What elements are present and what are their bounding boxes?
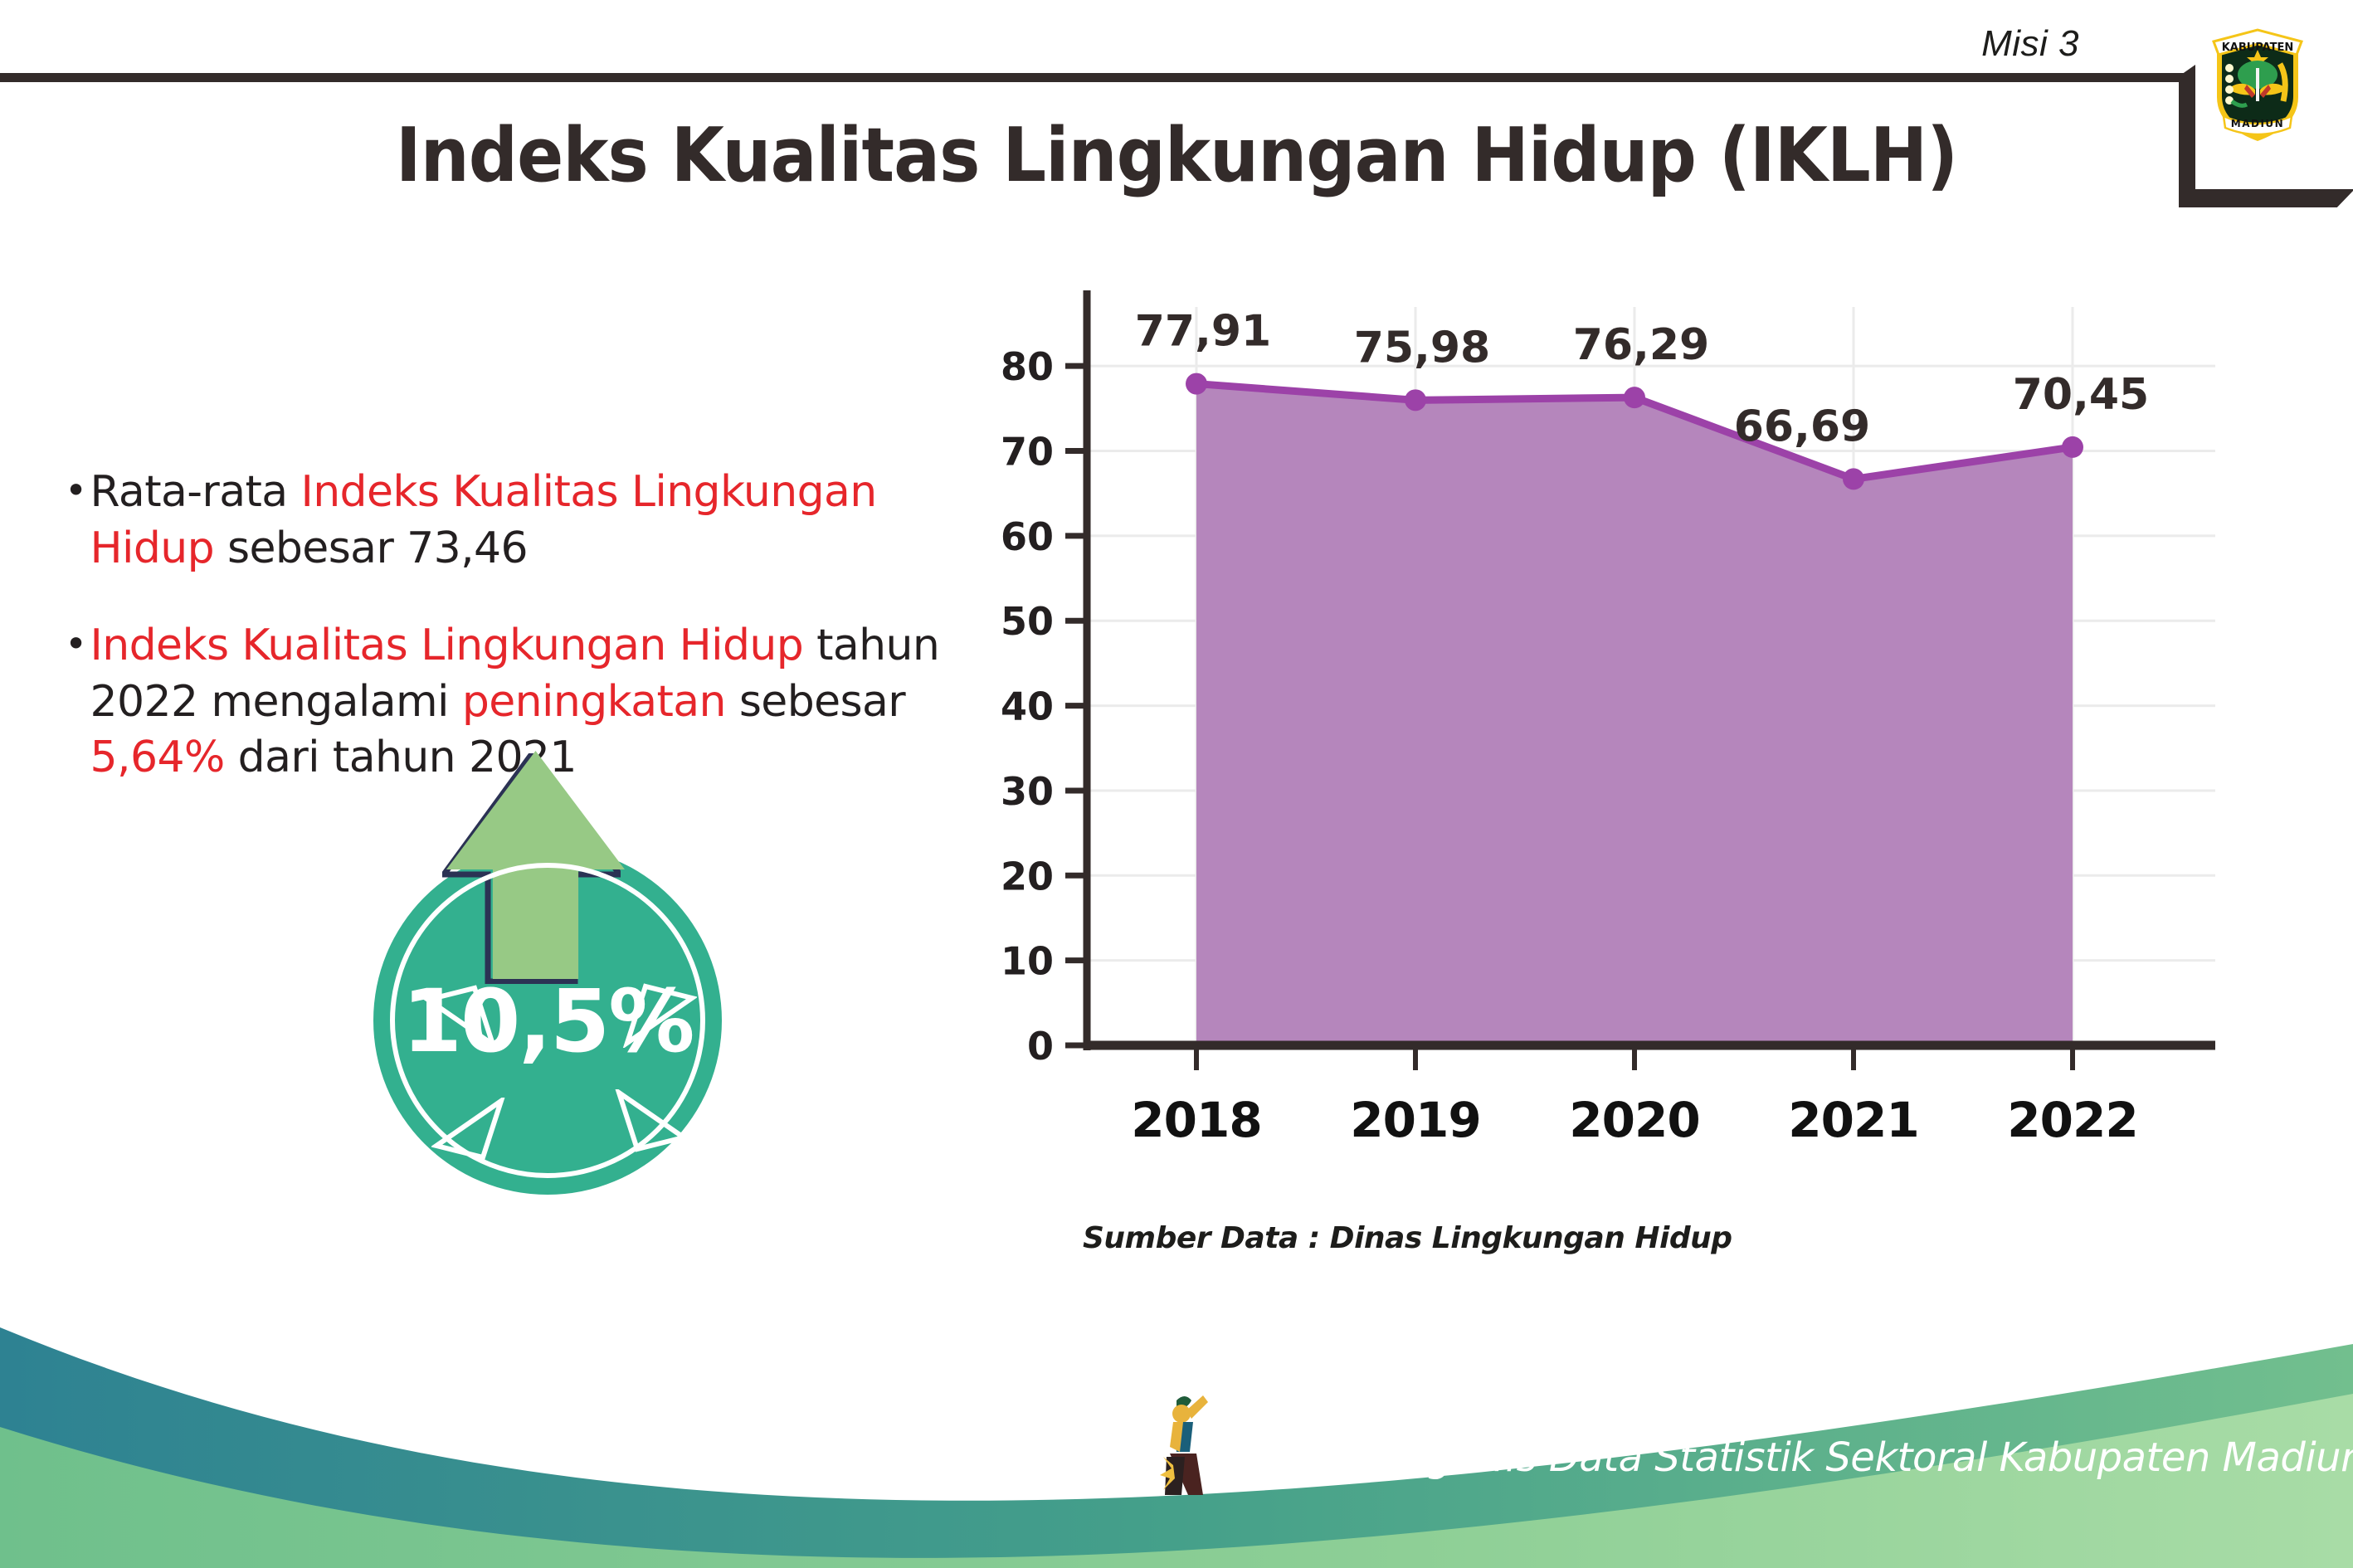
chart-data-markers xyxy=(1186,373,2083,490)
y-axis-tick-label: 40 xyxy=(1001,684,1054,729)
chart-data-label: 77,91 xyxy=(1135,307,1271,357)
chart-area-series xyxy=(1196,383,2073,1045)
chart-data-label: 76,29 xyxy=(1573,320,1709,370)
mission-label: Misi 3 xyxy=(1981,23,2079,64)
bullet-marker: • xyxy=(65,621,87,667)
chart-source-note: Sumber Data : Dinas Lingkungan Hidup xyxy=(1083,1221,1732,1255)
bullet-segment-highlight: peningkatan xyxy=(461,676,727,727)
bracket-horizontal-bar xyxy=(2179,189,2353,207)
bullet-segment-highlight: 5,64% xyxy=(90,733,226,783)
y-axis-tick-label: 10 xyxy=(1001,939,1054,984)
chart-data-label: 70,45 xyxy=(2013,370,2149,420)
bullet-text: Rata-rata Indeks Kualitas Lingkungan Hid… xyxy=(90,465,952,577)
mascot-icon xyxy=(1145,1385,1220,1510)
logo-bracket-frame xyxy=(2179,65,2353,207)
bullet-marker: • xyxy=(65,468,87,513)
footer-wave-light xyxy=(0,1394,2353,1568)
chart-data-label: 66,69 xyxy=(1734,402,1870,451)
chart-data-label: 75,98 xyxy=(1354,323,1490,373)
chart-y-tick-labels: 0 10 20 30 40 50 60 70 80 xyxy=(1001,344,1054,1069)
bullet-segment: Rata-rata xyxy=(90,467,301,517)
bracket-vertical-bar xyxy=(2179,65,2195,207)
svg-text:KABUPATEN: KABUPATEN xyxy=(2222,41,2294,54)
footer-caption: Media Infografis Data Statistik Sektoral… xyxy=(1224,1434,2353,1481)
x-axis-tick-label: 2020 xyxy=(1569,1092,1699,1148)
y-axis-tick-label: 30 xyxy=(1001,769,1054,814)
x-axis-tick-label: 2019 xyxy=(1350,1092,1480,1148)
chart-axes xyxy=(1065,290,2215,1070)
svg-text:MADIUN: MADIUN xyxy=(2231,118,2284,129)
bullet-segment-highlight: Indeks Kualitas Lingkungan Hidup xyxy=(90,467,878,573)
page-title: Indeks Kualitas Lingkungan Hidup (IKLH) xyxy=(395,112,1958,199)
y-axis-tick-label: 60 xyxy=(1001,514,1054,559)
y-axis-tick-label: 80 xyxy=(1001,344,1054,389)
iklh-area-chart: 0 10 20 30 40 50 60 70 80 2018 2019 2020 2021 2022 7… xyxy=(979,274,2240,1211)
y-axis-tick-label: 20 xyxy=(1001,854,1054,898)
header-divider-line xyxy=(0,73,2187,82)
footer-wave-band: Media Infografis Data Statistik Sektoral… xyxy=(0,1294,2353,1568)
bullet-segment: tahun 2022 mengalami xyxy=(90,621,940,727)
x-axis-tick-label: 2021 xyxy=(1788,1092,1918,1148)
chart-x-tick-labels: 2018 2019 2020 2021 2022 xyxy=(1131,1092,2138,1148)
insights-bullet-list: • Rata-rata Indeks Kualitas Lingkungan H… xyxy=(65,465,952,828)
growth-badge: 10,5% xyxy=(325,751,757,1195)
y-axis-tick-label: 50 xyxy=(1001,599,1054,644)
y-axis-tick-label: 0 xyxy=(1027,1024,1054,1069)
bullet-segment-highlight: Indeks Kualitas Lingkungan Hidup xyxy=(90,621,804,671)
bullet-segment: sebesar xyxy=(725,676,906,727)
arrow-up-outline-icon xyxy=(442,753,621,984)
badge-percent-label: 10,5% xyxy=(402,971,695,1072)
x-axis-tick-label: 2018 xyxy=(1131,1092,1261,1148)
x-axis-tick-label: 2022 xyxy=(2007,1092,2137,1148)
bullet-segment: sebesar 73,46 xyxy=(214,523,529,573)
list-item: • Rata-rata Indeks Kualitas Lingkungan H… xyxy=(65,465,952,577)
y-axis-tick-label: 70 xyxy=(1001,430,1054,475)
chart-data-labels: 77,91 75,98 76,29 66,69 70,45 xyxy=(1135,307,2149,452)
kabupaten-madiun-crest-icon: KABUPATEN MADIUN xyxy=(2207,18,2308,144)
